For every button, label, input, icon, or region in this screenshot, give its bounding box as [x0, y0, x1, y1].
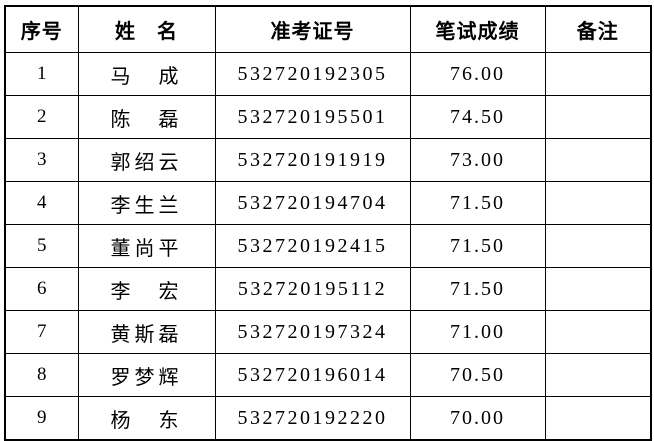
header-note: 备注: [544, 5, 652, 53]
cell-note: [544, 138, 652, 182]
cell-no: 8: [4, 353, 79, 397]
cell-no: 3: [4, 138, 79, 182]
cell-ticket: 532720195501: [214, 95, 411, 139]
cell-note: [544, 310, 652, 354]
cell-name: 郭绍云: [77, 138, 216, 182]
header-score: 笔试成绩: [409, 5, 546, 53]
cell-note: [544, 267, 652, 311]
cell-name: 杨 东: [77, 396, 216, 441]
cell-no: 5: [4, 224, 79, 268]
header-no: 序号: [4, 5, 79, 53]
cell-note: [544, 353, 652, 397]
cell-score: 71.50: [409, 224, 546, 268]
cell-no: 7: [4, 310, 79, 354]
cell-no: 6: [4, 267, 79, 311]
cell-note: [544, 95, 652, 139]
table-row: 8 罗梦辉 532720196014 70.50: [4, 353, 652, 397]
cell-score: 70.50: [409, 353, 546, 397]
cell-note: [544, 224, 652, 268]
table-row: 3 郭绍云 532720191919 73.00: [4, 138, 652, 182]
cell-score: 74.50: [409, 95, 546, 139]
header-ticket: 准考证号: [214, 5, 411, 53]
cell-name: 李生兰: [77, 181, 216, 225]
cell-score: 71.00: [409, 310, 546, 354]
cell-no: 2: [4, 95, 79, 139]
cell-no: 1: [4, 52, 79, 96]
cell-ticket: 532720192220: [214, 396, 411, 441]
cell-note: [544, 396, 652, 441]
cell-score: 70.00: [409, 396, 546, 441]
table-row: 7 黄斯磊 532720197324 71.00: [4, 310, 652, 354]
cell-name: 董尚平: [77, 224, 216, 268]
cell-ticket: 532720197324: [214, 310, 411, 354]
cell-ticket: 532720194704: [214, 181, 411, 225]
header-name: 姓 名: [77, 5, 216, 53]
cell-name: 李 宏: [77, 267, 216, 311]
cell-no: 4: [4, 181, 79, 225]
cell-note: [544, 52, 652, 96]
cell-ticket: 532720196014: [214, 353, 411, 397]
cell-score: 76.00: [409, 52, 546, 96]
cell-ticket: 532720192305: [214, 52, 411, 96]
header-row: 序号 姓 名 准考证号 笔试成绩 备注: [4, 5, 652, 53]
table-row: 4 李生兰 532720194704 71.50: [4, 181, 652, 225]
cell-name: 黄斯磊: [77, 310, 216, 354]
cell-no: 9: [4, 396, 79, 441]
cell-ticket: 532720191919: [214, 138, 411, 182]
cell-ticket: 532720192415: [214, 224, 411, 268]
cell-name: 马 成: [77, 52, 216, 96]
cell-score: 71.50: [409, 267, 546, 311]
table-row: 5 董尚平 532720192415 71.50: [4, 224, 652, 268]
cell-score: 73.00: [409, 138, 546, 182]
cell-note: [544, 181, 652, 225]
cell-name: 罗梦辉: [77, 353, 216, 397]
cell-ticket: 532720195112: [214, 267, 411, 311]
cell-name: 陈 磊: [77, 95, 216, 139]
cell-score: 71.50: [409, 181, 546, 225]
table-header: 序号 姓 名 准考证号 笔试成绩 备注: [4, 5, 652, 53]
